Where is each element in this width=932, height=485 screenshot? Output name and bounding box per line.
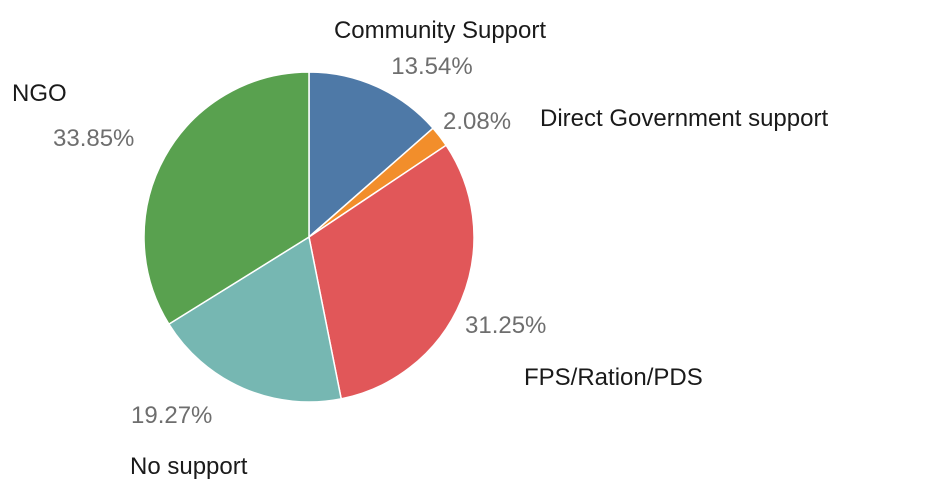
pie-slice-fps-ration-pds (308, 144, 475, 400)
slice-percent-fps-ration-pds: 31.25% (465, 312, 546, 339)
slice-percent-direct-government-support: 2.08% (443, 108, 511, 135)
slice-label-fps-ration-pds: FPS/Ration/PDS (524, 364, 703, 391)
slice-percent-community-support: 13.54% (391, 53, 472, 80)
pie-slice-community-support (308, 71, 435, 239)
slice-label-direct-government-support: Direct Government support (540, 105, 828, 132)
slice-percent-no-support: 19.27% (131, 402, 212, 429)
pie-slice-ngo (143, 71, 310, 326)
slice-percent-ngo: 33.85% (53, 125, 134, 152)
slice-label-no-support: No support (130, 453, 248, 480)
slice-label-community-support: Community Support (334, 17, 546, 44)
pie-slice-no-support (167, 235, 343, 403)
slice-label-ngo: NGO (12, 80, 67, 107)
pie-slices (143, 71, 475, 403)
